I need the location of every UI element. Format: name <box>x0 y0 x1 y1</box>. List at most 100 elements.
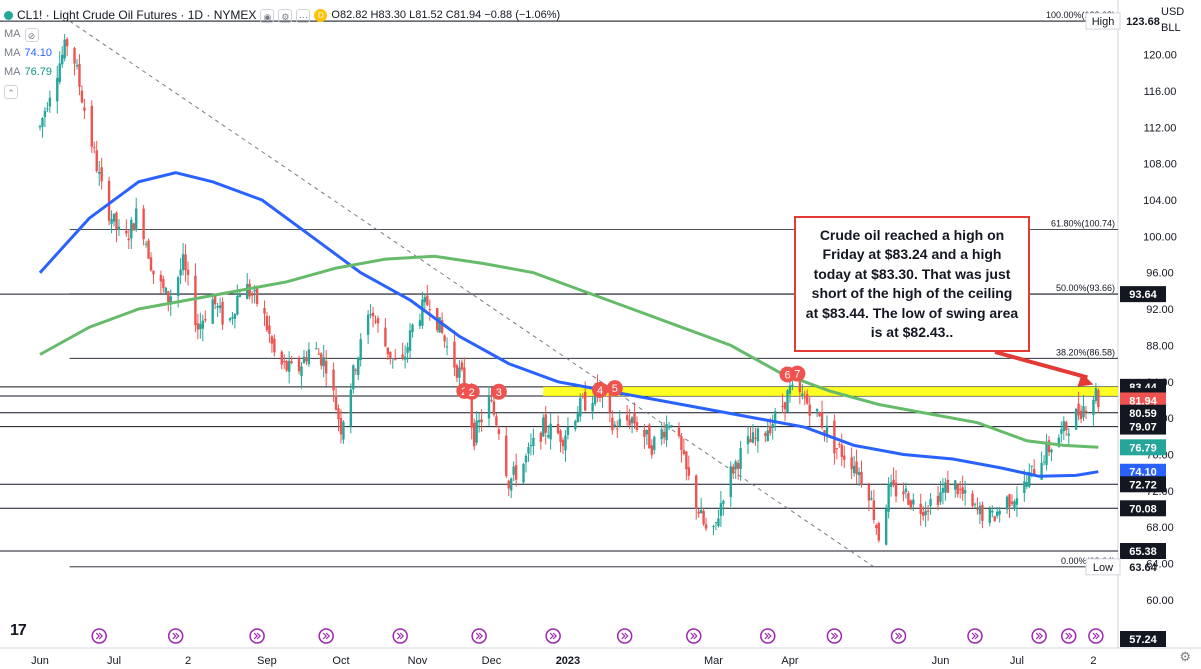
event-icon[interactable] <box>471 628 487 644</box>
candle-body[interactable] <box>320 353 323 366</box>
candle-body[interactable] <box>477 420 481 423</box>
candle-body[interactable] <box>460 362 464 370</box>
candle-body[interactable] <box>877 522 880 541</box>
candle-body[interactable] <box>112 213 116 222</box>
candle-body[interactable] <box>909 500 913 508</box>
candle-body[interactable] <box>216 305 219 308</box>
candle-body[interactable] <box>635 422 639 430</box>
candle-body[interactable] <box>773 411 777 424</box>
price-label[interactable]: 79.07 <box>1120 418 1166 435</box>
candle-body[interactable] <box>857 471 861 476</box>
candle-body[interactable] <box>418 320 422 326</box>
candle-body[interactable] <box>117 226 121 231</box>
candle-body[interactable] <box>332 369 335 391</box>
candle-body[interactable] <box>764 433 767 436</box>
candle-body[interactable] <box>65 39 69 47</box>
candle-body[interactable] <box>199 323 202 330</box>
candle-body[interactable] <box>783 402 787 410</box>
event-icon[interactable] <box>890 628 907 644</box>
indicator-label[interactable]: MA <box>4 28 21 40</box>
candle-body[interactable] <box>648 424 651 449</box>
candle-body[interactable] <box>300 366 303 377</box>
candle-body[interactable] <box>38 126 42 128</box>
symbol-title[interactable]: CL1! · Light Crude Oil Futures · 1D · NY… <box>17 8 257 22</box>
candle-body[interactable] <box>1057 437 1061 448</box>
event-icon[interactable] <box>1060 628 1077 644</box>
candle-body[interactable] <box>961 487 964 494</box>
candle-body[interactable] <box>497 429 501 434</box>
event-icon[interactable] <box>967 628 983 644</box>
candle-body[interactable] <box>665 424 668 441</box>
candle-body[interactable] <box>529 444 533 447</box>
candle-body[interactable] <box>991 510 994 513</box>
candle-body[interactable] <box>687 467 691 476</box>
candle-body[interactable] <box>697 511 700 514</box>
candle-body[interactable] <box>714 522 718 524</box>
candle-body[interactable] <box>352 365 355 390</box>
candle-body[interactable] <box>912 499 915 505</box>
candle-body[interactable] <box>290 361 293 364</box>
candle-body[interactable] <box>771 423 774 429</box>
candle-body[interactable] <box>717 518 720 527</box>
candle-body[interactable] <box>236 295 239 315</box>
price-label[interactable]: 74.10 <box>1120 463 1166 480</box>
candle-body[interactable] <box>509 478 513 491</box>
price-label[interactable]: 57.24 <box>1120 631 1166 647</box>
candle-body[interactable] <box>544 414 547 433</box>
candle-body[interactable] <box>354 369 357 371</box>
candle-body[interactable] <box>734 461 737 470</box>
candle-body[interactable] <box>645 429 649 435</box>
candle-body[interactable] <box>196 323 200 330</box>
candle-body[interactable] <box>374 320 377 322</box>
candle-body[interactable] <box>512 466 515 475</box>
event-icon[interactable] <box>1031 628 1047 644</box>
candle-body[interactable] <box>144 243 148 245</box>
candle-body[interactable] <box>907 493 910 505</box>
candle-body[interactable] <box>956 484 959 495</box>
candle-body[interactable] <box>591 403 594 412</box>
event-icon[interactable] <box>1088 628 1104 644</box>
candle-body[interactable] <box>806 394 809 404</box>
candle-body[interactable] <box>581 396 584 398</box>
candle-body[interactable] <box>492 401 496 415</box>
candle-body[interactable] <box>265 316 269 331</box>
trendline[interactable] <box>69 20 875 568</box>
candle-body[interactable] <box>322 357 325 367</box>
candle-body[interactable] <box>273 338 276 353</box>
candle-body[interactable] <box>1082 406 1085 418</box>
candle-body[interactable] <box>78 63 81 87</box>
candle-body[interactable] <box>653 436 656 450</box>
candle-body[interactable] <box>993 516 996 522</box>
candle-body[interactable] <box>221 301 224 325</box>
candle-body[interactable] <box>872 500 876 520</box>
candle-body[interactable] <box>786 390 789 413</box>
candle-body[interactable] <box>514 465 518 480</box>
candle-body[interactable] <box>1008 494 1011 507</box>
candle-body[interactable] <box>297 358 301 372</box>
event-icon[interactable] <box>616 628 633 644</box>
price-label[interactable]: 93.64 <box>1120 286 1166 303</box>
candle-body[interactable] <box>667 426 671 428</box>
candle-body[interactable] <box>250 293 254 296</box>
candle-body[interactable] <box>902 491 905 495</box>
candle-body[interactable] <box>132 223 135 231</box>
candle-body[interactable] <box>263 307 266 314</box>
candle-body[interactable] <box>455 365 459 378</box>
candle-body[interactable] <box>870 498 873 500</box>
candle-body[interactable] <box>722 501 725 504</box>
candle-body[interactable] <box>835 448 839 450</box>
candle-body[interactable] <box>939 492 942 502</box>
candle-body[interactable] <box>542 417 545 437</box>
candle-body[interactable] <box>919 503 922 514</box>
candle-body[interactable] <box>650 445 654 455</box>
candle-body[interactable] <box>428 309 431 311</box>
candle-body[interactable] <box>61 54 64 65</box>
candle-body[interactable] <box>490 399 493 402</box>
currency-selector[interactable]: USD BLL <box>1161 4 1195 36</box>
candle-body[interactable] <box>386 347 390 355</box>
candle-body[interactable] <box>808 404 811 416</box>
candle-body[interactable] <box>194 275 197 326</box>
candle-body[interactable] <box>988 508 991 523</box>
candle-body[interactable] <box>1094 388 1098 401</box>
candle-body[interactable] <box>926 510 930 512</box>
